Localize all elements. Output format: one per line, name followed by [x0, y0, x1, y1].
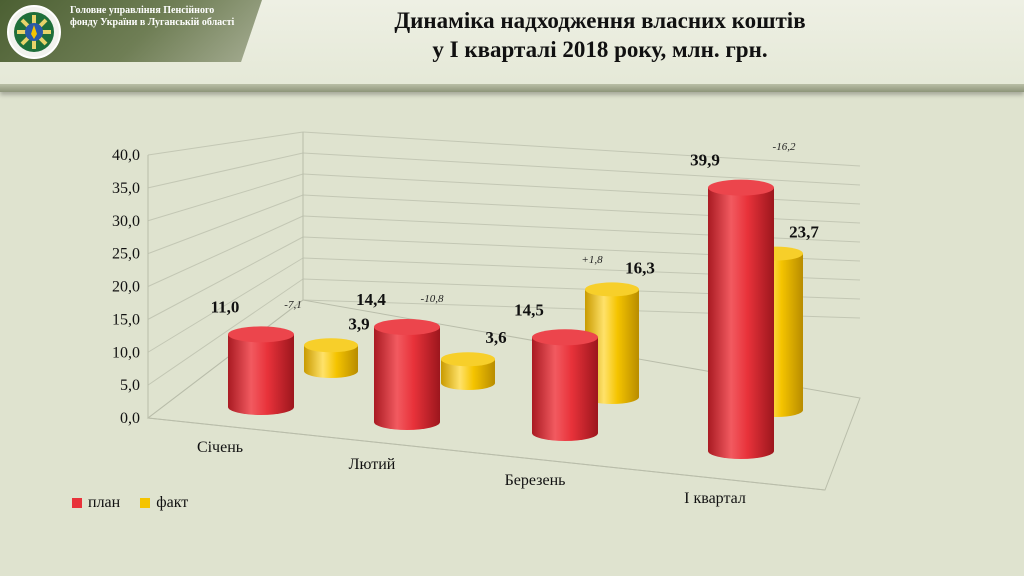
- difference-label: -16,2: [773, 141, 796, 153]
- bar-plan-top: [532, 329, 598, 346]
- gridline-side: [147, 194, 304, 255]
- gridline-back: [302, 131, 861, 167]
- data-label-plan: 14,5: [514, 300, 544, 319]
- header-divider: [0, 84, 1024, 92]
- difference-label: +1,8: [581, 254, 603, 266]
- bar-plan-top: [228, 326, 294, 343]
- category-label: Березень: [505, 472, 566, 489]
- x-axis-line: [147, 417, 826, 491]
- y-tick-label: 5,0: [120, 377, 140, 394]
- data-label-fact: 3,9: [348, 314, 369, 333]
- bar-fact-body: [304, 345, 358, 378]
- data-label-plan: 39,9: [690, 151, 720, 170]
- legend-swatch-fact: [140, 498, 151, 508]
- category-label: Лютий: [349, 456, 396, 473]
- bar-plan: [532, 329, 598, 441]
- y-tick-label: 35,0: [112, 180, 140, 197]
- difference-label: -7,1: [284, 299, 301, 311]
- gridline-back: [302, 152, 861, 186]
- pension-fund-emblem-icon: [7, 5, 61, 59]
- category-label: І квартал: [684, 490, 746, 507]
- data-label-fact: 3,6: [485, 328, 506, 347]
- data-label-plan: 14,4: [356, 290, 386, 309]
- y-tick-label: 20,0: [112, 279, 140, 296]
- bar-plan-top: [374, 318, 440, 335]
- bar-fact-body: [441, 359, 495, 390]
- data-label-fact: 16,3: [625, 258, 655, 277]
- bar-plan: [708, 179, 774, 459]
- difference-label: -10,8: [421, 293, 444, 305]
- data-label-fact: 23,7: [789, 223, 819, 242]
- bar-fact: [441, 352, 495, 390]
- page-title: Динаміка надходження власних коштів у І …: [330, 6, 870, 64]
- y-tick-label: 10,0: [112, 344, 140, 361]
- y-tick-label: 25,0: [112, 246, 140, 263]
- bar-plan-body: [374, 326, 440, 430]
- bar-fact-body: [585, 289, 639, 404]
- bar-plan-top: [708, 179, 774, 196]
- gridline-side: [147, 278, 304, 386]
- bar-fact-top: [441, 352, 495, 367]
- title-line-1: Динаміка надходження власних коштів: [394, 8, 806, 33]
- bar-fact: [585, 282, 639, 404]
- legend: план факт: [72, 494, 188, 512]
- gridline-side: [147, 236, 304, 320]
- legend-label-plan: план: [88, 494, 121, 511]
- y-tick-label: 30,0: [112, 213, 140, 230]
- bar-fact-top: [585, 282, 639, 297]
- category-label: Січень: [197, 439, 243, 456]
- bar-fact: [304, 338, 358, 378]
- legend-label-fact: факт: [156, 494, 189, 511]
- y-tick-label: 15,0: [112, 311, 140, 328]
- gridline-side: [147, 215, 304, 287]
- bar-plan: [374, 318, 440, 430]
- bar-plan-body: [532, 337, 598, 441]
- y-tick-label: 40,0: [112, 147, 140, 164]
- gridline-side: [147, 152, 304, 189]
- gridline-side: [147, 131, 304, 156]
- gridline-side: [147, 173, 304, 222]
- legend-swatch-plan: [72, 498, 82, 508]
- bar-plan-body: [228, 334, 294, 415]
- bar-plan: [228, 326, 294, 415]
- gridline-side: [147, 257, 304, 353]
- data-label-plan: 11,0: [211, 297, 240, 316]
- title-line-2: у І кварталі 2018 року, млн. грн.: [432, 37, 768, 62]
- bar-plan-body: [708, 187, 774, 459]
- gridline-back: [302, 215, 861, 243]
- organization-name: Головне управління Пенсійного фонду Укра…: [70, 5, 235, 28]
- y-tick-label: 0,0: [120, 410, 140, 427]
- bar-fact-top: [304, 338, 358, 353]
